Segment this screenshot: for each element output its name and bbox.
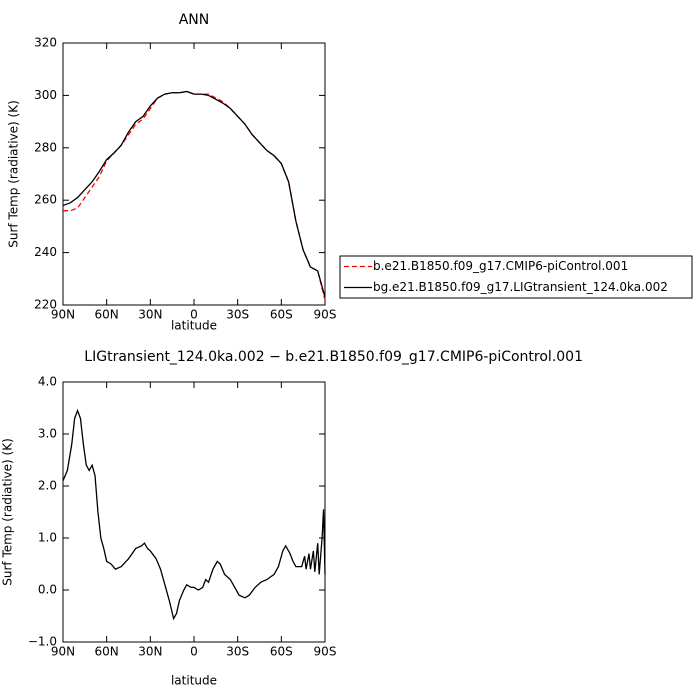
x-tick-label: 60S <box>270 645 293 659</box>
y-axis-label: Surf Temp (radiative) (K) <box>7 100 21 248</box>
legend-box <box>339 255 693 299</box>
x-tick-label: 60N <box>95 308 119 322</box>
x-tick-label: 30S <box>226 308 249 322</box>
data-line <box>62 90 326 298</box>
x-tick-label: 30N <box>138 645 162 659</box>
y-axis-label: Surf Temp (radiative) (K) <box>1 438 15 586</box>
x-tick-label: 90S <box>314 645 337 659</box>
chart-title: ANN <box>179 12 210 28</box>
plot-frame <box>62 381 326 643</box>
y-tick-label: 2.0 <box>38 479 57 493</box>
y-tick-label: 220 <box>34 298 57 312</box>
x-tick-label: 30S <box>226 645 249 659</box>
y-tick-label: 3.0 <box>38 427 57 441</box>
y-tick-label: 300 <box>34 88 57 102</box>
x-axis-label: latitude <box>171 674 217 688</box>
y-tick-label: 0.0 <box>38 583 57 597</box>
legend-label: b.e21.B1850.f09_g17.CMIP6-piControl.001 <box>373 259 628 273</box>
x-tick-label: 90S <box>314 308 337 322</box>
x-tick-label: 0 <box>190 308 198 322</box>
data-line <box>63 90 326 300</box>
chart-title: LIGtransient_124.0ka.002 − b.e21.B1850.f… <box>84 349 583 365</box>
y-tick-label: 320 <box>34 36 57 50</box>
x-axis-label: latitude <box>171 319 217 333</box>
x-tick-label: 0 <box>190 645 198 659</box>
y-tick-label: 260 <box>34 193 57 207</box>
y-tick-label: 1.0 <box>38 531 57 545</box>
x-tick-label: 90N <box>51 645 75 659</box>
y-tick-label: 280 <box>34 140 57 154</box>
x-tick-label: 30N <box>138 308 162 322</box>
data-line <box>62 408 326 621</box>
y-tick-label: 4.0 <box>38 375 57 389</box>
x-tick-label: 60S <box>270 308 293 322</box>
y-tick-label: −1.0 <box>28 635 57 649</box>
legend-label: bg.e21.B1850.f09_g17.LIGtransient_124.0k… <box>373 280 668 294</box>
x-tick-label: 90N <box>51 308 75 322</box>
y-tick-label: 240 <box>34 245 57 259</box>
x-tick-label: 60N <box>95 645 119 659</box>
